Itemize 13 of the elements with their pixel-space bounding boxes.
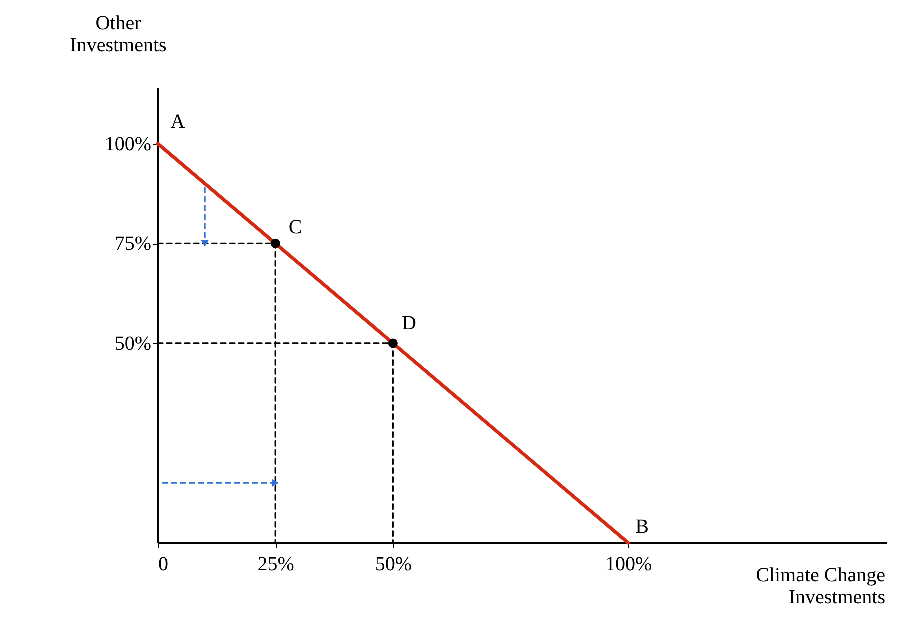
annotation: B <box>636 516 649 538</box>
x-tick-label: 100% <box>605 554 652 576</box>
y-tick-label: 75% <box>114 233 152 256</box>
x-axis-title: Climate Change Investments <box>756 564 886 608</box>
annotation: D <box>402 312 416 334</box>
annotation: A <box>170 110 186 133</box>
y-tick-label: 100% <box>104 133 152 156</box>
x-tick-label: 25% <box>258 554 294 576</box>
y-axis-title: Other Investments <box>70 12 168 56</box>
x-tick-label: 0 <box>158 554 168 576</box>
x-tick-label: 50% <box>375 554 412 576</box>
annotation: C <box>288 216 302 239</box>
y-tick-label: 50% <box>114 332 152 355</box>
